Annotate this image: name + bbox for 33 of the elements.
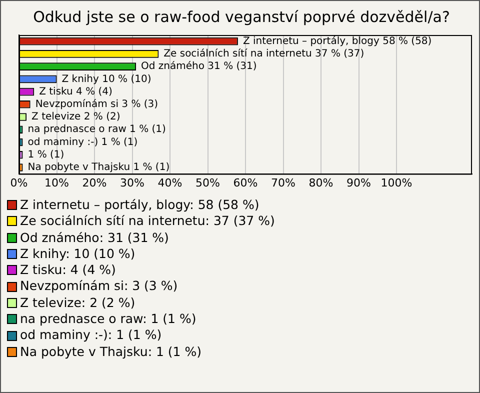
x-tick-label: 50% (196, 176, 220, 190)
x-tick-label: 40% (158, 176, 182, 190)
legend-label: Nevzpomínám si: 3 (3 %) (20, 278, 178, 295)
data-label: Z knihy 10 % (10) (62, 74, 152, 85)
legend-label: od maminy :-): 1 (1 %) (20, 327, 162, 344)
data-label: Z internetu – portály, blogy 58 % (58) (242, 36, 432, 47)
x-tick-label: 90% (346, 176, 371, 190)
data-label: 1 % (1) (28, 149, 64, 160)
data-label: od maminy :-) 1 % (1) (28, 136, 138, 148)
x-tick-label: 60% (233, 176, 258, 190)
legend-label: Z internetu – portály, blogy: 58 (58 %) (20, 197, 260, 214)
data-label: Ze sociálních sítí na internetu 37 % (37) (164, 48, 364, 60)
chart-title: Odkud jste se o raw-food veganství poprvé dozvěděl/a? (33, 8, 450, 26)
legend-label: Z televize: 2 (2 %) (20, 294, 136, 312)
data-label: Z tisku 4 % (4) (39, 86, 113, 98)
data-label: Na pobyte v Thajsku 1 % (1) (28, 162, 170, 174)
legend-label: Ze sociálních sítí na internetu: 37 (37 %) (20, 213, 275, 230)
x-tick-label: 30% (120, 176, 144, 190)
data-label: na prednasce o raw 1 % (1) (28, 124, 166, 136)
legend-label: Na pobyte v Thajsku: 1 (1 %) (20, 344, 202, 360)
x-tick-label: 100% (380, 176, 412, 190)
x-tick-label: 70% (271, 176, 296, 190)
x-tick-label: 80% (308, 176, 334, 190)
x-tick-label: 10% (44, 176, 69, 190)
data-label: Nevzpomínám si 3 % (3) (35, 98, 158, 110)
legend-label: Z knihy: 10 (10 %) (20, 246, 136, 262)
legend-label: Z tisku: 4 (4 %) (20, 262, 116, 278)
x-tick-label: 20% (82, 176, 107, 190)
data-label: Od známého 31 % (31) (141, 61, 257, 72)
legend-label: Od známého: 31 (31 %) (20, 230, 169, 246)
data-label: Z televize 2 % (2) (32, 112, 120, 123)
legend-label: na prednasce o raw: 1 (1 %) (20, 311, 196, 328)
x-tick-label: 0% (10, 176, 28, 190)
